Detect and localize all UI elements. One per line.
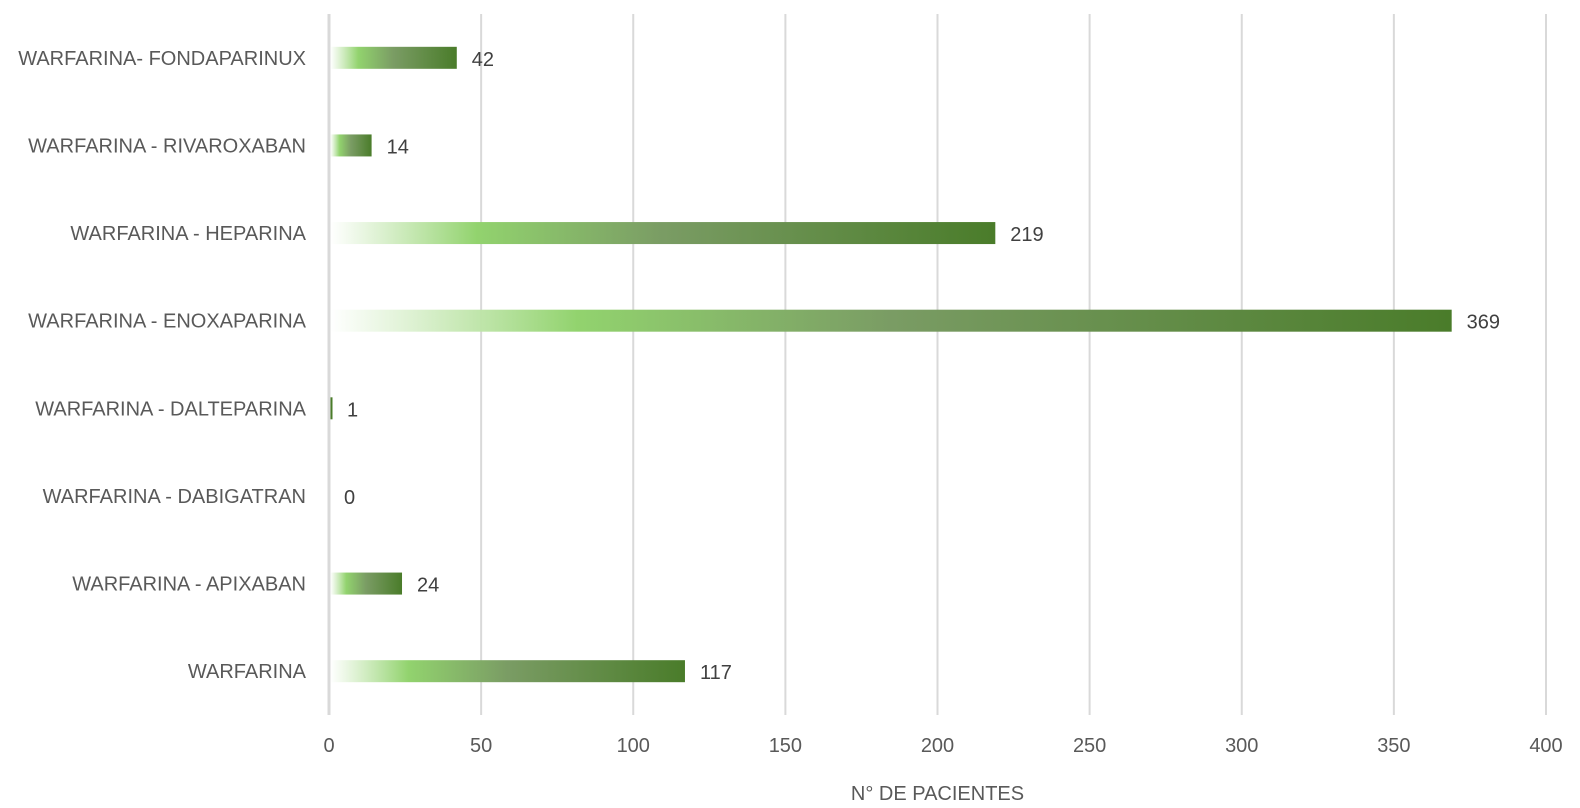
bar (330, 134, 372, 157)
x-tick-label: 300 (1225, 735, 1258, 757)
gridlines (480, 14, 1547, 715)
category-label: WARFARINA - APIXABAN (72, 574, 306, 596)
data-label: 42 (472, 49, 494, 71)
category-label: WARFARINA - DABIGATRAN (43, 486, 306, 508)
bar (330, 660, 685, 683)
category-label: WARFARINA- FONDAPARINUX (18, 48, 306, 70)
category-label: WARFARINA (188, 661, 307, 683)
data-label: 369 (1467, 312, 1500, 334)
category-label: WARFARINA - HEPARINA (70, 223, 306, 245)
bar (330, 222, 996, 245)
bars (330, 46, 1452, 683)
x-tick-label: 250 (1073, 735, 1106, 757)
x-tick-label: 0 (323, 735, 334, 757)
bar (330, 309, 1452, 332)
x-tick-label: 150 (769, 735, 802, 757)
data-label: 14 (387, 136, 409, 158)
category-label: WARFARINA - ENOXAPARINA (28, 311, 306, 333)
data-label: 219 (1010, 224, 1043, 246)
data-label: 1 (347, 399, 358, 421)
category-label: WARFARINA - RIVAROXABAN (28, 135, 306, 157)
category-label: WARFARINA - DALTEPARINA (35, 398, 306, 420)
bar (330, 397, 333, 420)
x-tick-labels: 0 50 100 150 200 250 300 350 400 (323, 735, 1562, 757)
x-axis-title: N° DE PACIENTES (851, 783, 1024, 805)
data-labels: 117 24 0 1 369 219 14 42 (344, 49, 1500, 684)
bar (330, 46, 457, 69)
x-tick-label: 50 (470, 735, 492, 757)
category-labels: WARFARINA WARFARINA - APIXABAN WARFARINA -… (18, 48, 306, 683)
x-tick-label: 100 (617, 735, 650, 757)
data-label: 24 (417, 575, 439, 597)
x-tick-label: 400 (1529, 735, 1562, 757)
x-tick-label: 350 (1377, 735, 1410, 757)
data-label: 117 (700, 662, 732, 684)
x-tick-label: 200 (921, 735, 954, 757)
data-label: 0 (344, 487, 355, 509)
bar (330, 572, 403, 595)
